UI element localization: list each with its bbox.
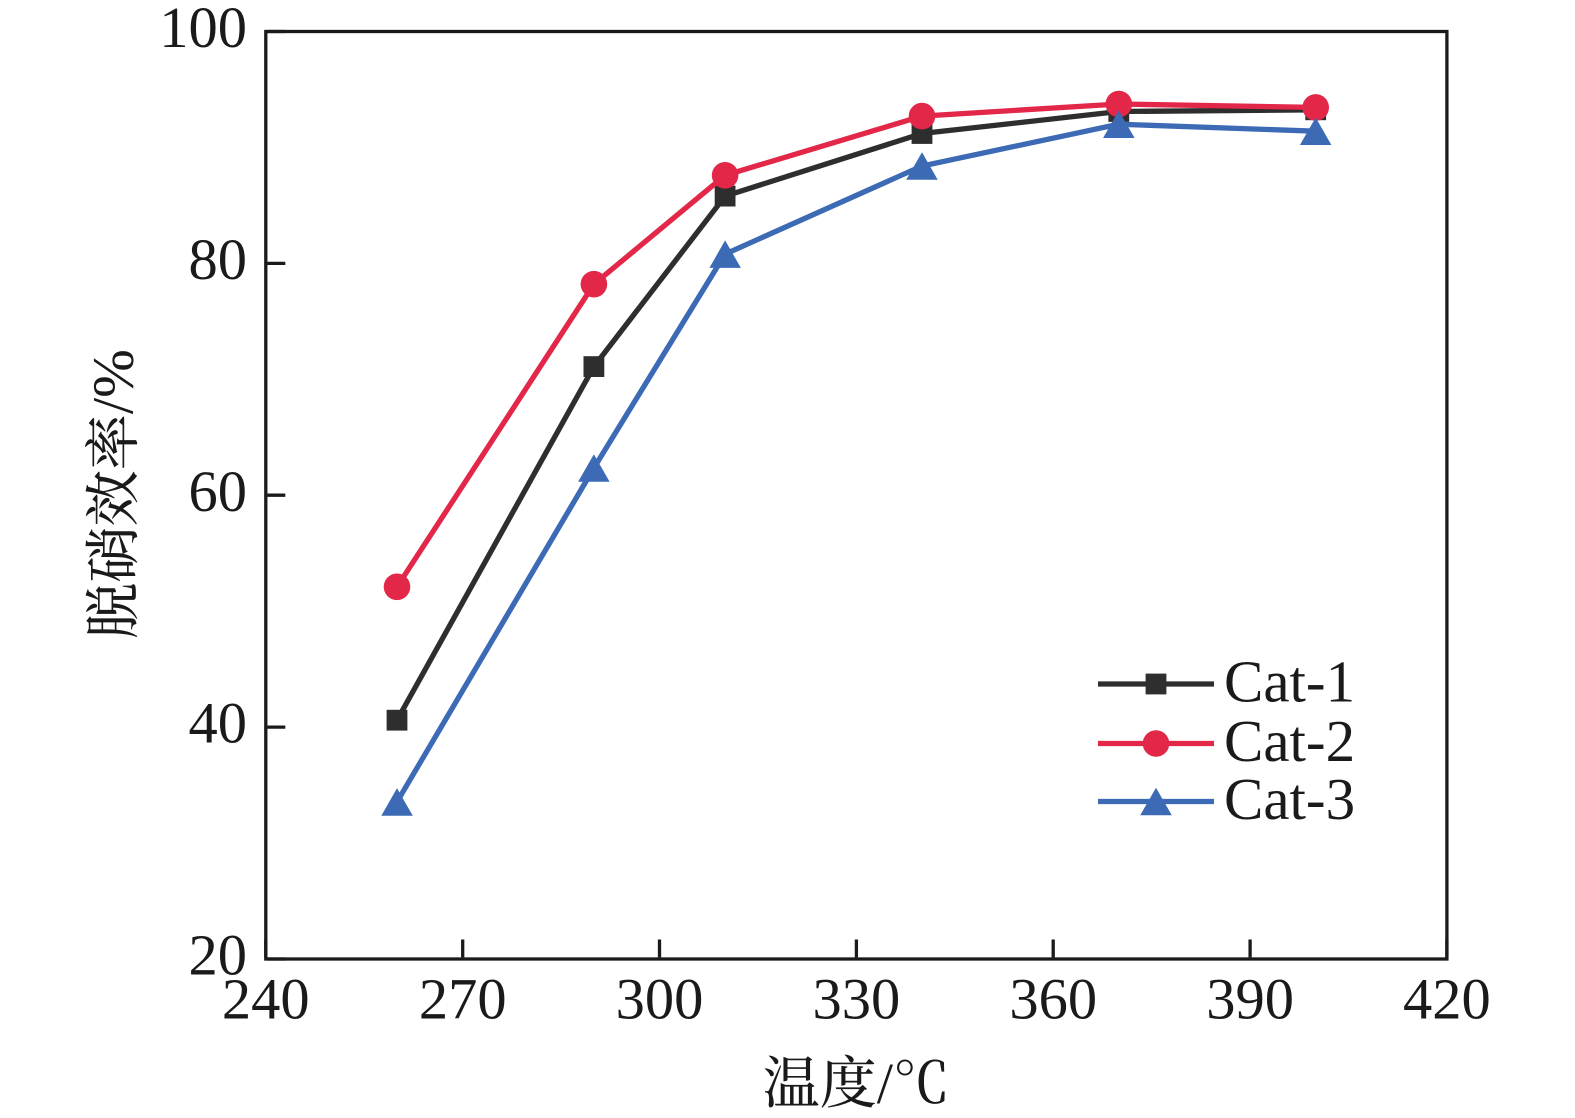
svg-text:300: 300 <box>616 966 704 1031</box>
svg-text:270: 270 <box>419 966 507 1031</box>
svg-text:Cat-2: Cat-2 <box>1224 708 1355 774</box>
svg-text:20: 20 <box>189 923 248 988</box>
svg-text:420: 420 <box>1403 966 1491 1031</box>
svg-text:360: 360 <box>1009 966 1097 1031</box>
svg-text:60: 60 <box>189 459 248 524</box>
svg-text:390: 390 <box>1206 966 1294 1031</box>
svg-text:/: / <box>877 1051 894 1116</box>
svg-text:Cat-3: Cat-3 <box>1224 766 1355 832</box>
svg-text:240: 240 <box>222 966 310 1031</box>
svg-text:80: 80 <box>189 227 248 292</box>
svg-text:40: 40 <box>189 691 248 756</box>
svg-text:/%: /% <box>81 349 146 414</box>
svg-text:330: 330 <box>813 966 901 1031</box>
svg-text:100: 100 <box>159 0 247 60</box>
svg-text:Cat-1: Cat-1 <box>1224 649 1355 715</box>
